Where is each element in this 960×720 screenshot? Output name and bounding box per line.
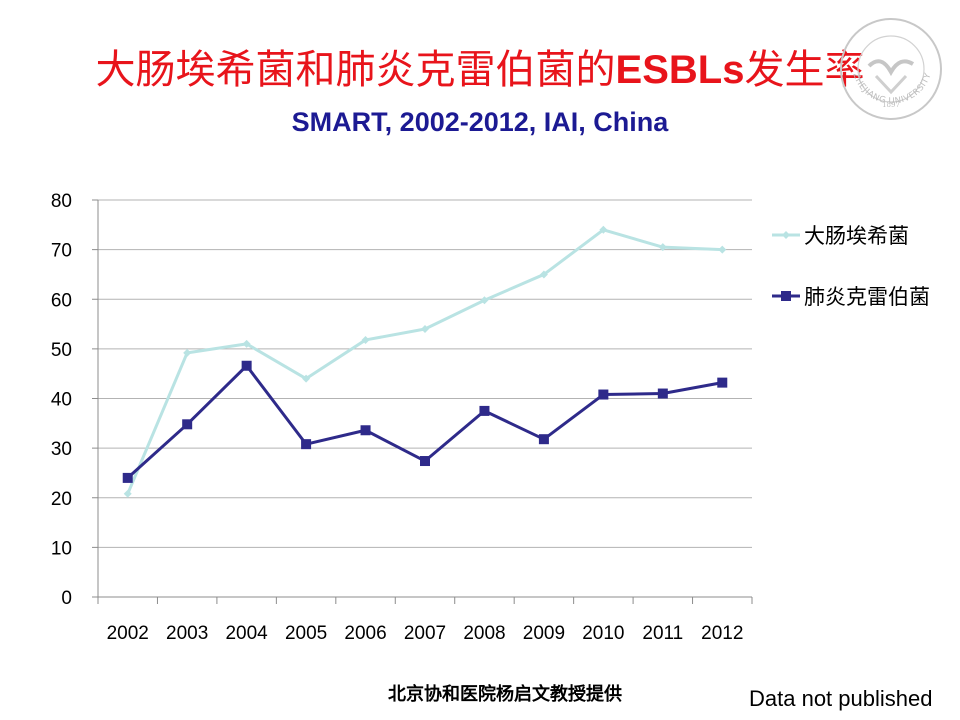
x-axis-tick-labels: 2002 2003 2004 2005 2006 2007 2008 2009 2010 2011… bbox=[107, 623, 744, 644]
series-1-point bbox=[122, 472, 133, 483]
series-1-point bbox=[717, 377, 728, 388]
series-1-point bbox=[479, 405, 490, 416]
y-tick-label: 80 bbox=[51, 191, 72, 212]
y-tick-label: 10 bbox=[51, 538, 72, 559]
series-0-point bbox=[718, 245, 727, 254]
series-1-point bbox=[182, 419, 193, 430]
x-tick-label: 2007 bbox=[404, 623, 446, 644]
chart-series bbox=[122, 225, 728, 498]
x-tick-label: 2012 bbox=[701, 623, 743, 644]
x-tick-label: 2010 bbox=[582, 623, 624, 644]
legend-label-1: 肺炎克雷伯菌 bbox=[804, 285, 930, 309]
title-part-esbls: ESBLs bbox=[615, 48, 745, 92]
chart-axes bbox=[92, 199, 753, 604]
series-1-point bbox=[241, 360, 252, 371]
x-tick-label: 2005 bbox=[285, 623, 327, 644]
y-tick-label: 50 bbox=[51, 340, 72, 361]
series-0-point bbox=[123, 489, 132, 498]
y-tick-label: 20 bbox=[51, 489, 72, 510]
title-part-1: 大肠埃希菌和肺炎克雷伯菌的 bbox=[95, 47, 616, 93]
series-0 bbox=[123, 225, 727, 498]
series-0-point bbox=[658, 243, 667, 252]
seal-year: 1897 bbox=[882, 101, 900, 109]
series-0-point bbox=[183, 348, 192, 357]
x-tick-label: 2003 bbox=[166, 623, 208, 644]
zhejiang-university-seal-icon: 1897 ZHEJIANG UNIVERSITY bbox=[840, 18, 942, 120]
y-tick-label: 70 bbox=[51, 241, 72, 262]
series-0-point bbox=[480, 296, 489, 305]
legend-marker-1 bbox=[781, 291, 791, 301]
series-1-point bbox=[657, 388, 668, 399]
series-0-point bbox=[599, 225, 608, 234]
series-0-point bbox=[302, 374, 311, 383]
series-line-0 bbox=[126, 228, 724, 496]
series-0-point bbox=[421, 325, 429, 334]
legend-label-0: 大肠埃希菌 bbox=[804, 224, 909, 248]
data-credit: 北京协和医院杨启文教授提供 bbox=[388, 684, 622, 705]
y-tick-label: 60 bbox=[51, 290, 72, 311]
legend-marker-0 bbox=[782, 231, 790, 239]
x-tick-label: 2002 bbox=[107, 623, 149, 644]
series-1-point bbox=[420, 456, 430, 467]
y-tick-label: 0 bbox=[61, 588, 72, 609]
y-axis-tick-labels: 0 10 20 30 40 50 60 70 80 bbox=[51, 191, 72, 609]
chart-gridlines bbox=[98, 199, 752, 548]
series-0-point bbox=[539, 270, 548, 279]
y-tick-label: 30 bbox=[51, 439, 72, 460]
y-tick-label: 40 bbox=[51, 390, 72, 411]
series-1-point bbox=[538, 434, 549, 445]
series-1-point bbox=[301, 439, 312, 450]
series-1 bbox=[122, 360, 728, 483]
x-tick-label: 2006 bbox=[344, 623, 386, 644]
series-0-point bbox=[361, 335, 370, 344]
slide-subtitle: SMART, 2002-2012, IAI, China bbox=[291, 107, 669, 137]
slide-title: 大肠埃希菌和肺炎克雷伯菌的ESBLs发生率 bbox=[0, 44, 960, 96]
series-1-point bbox=[598, 389, 609, 400]
x-tick-label: 2011 bbox=[642, 623, 683, 644]
unpublished-note: Data not published bbox=[749, 686, 933, 711]
series-0-point bbox=[242, 339, 251, 348]
x-tick-label: 2009 bbox=[523, 623, 565, 644]
x-tick-label: 2004 bbox=[225, 623, 268, 644]
x-tick-label: 2008 bbox=[463, 623, 505, 644]
series-1-point bbox=[360, 425, 371, 436]
